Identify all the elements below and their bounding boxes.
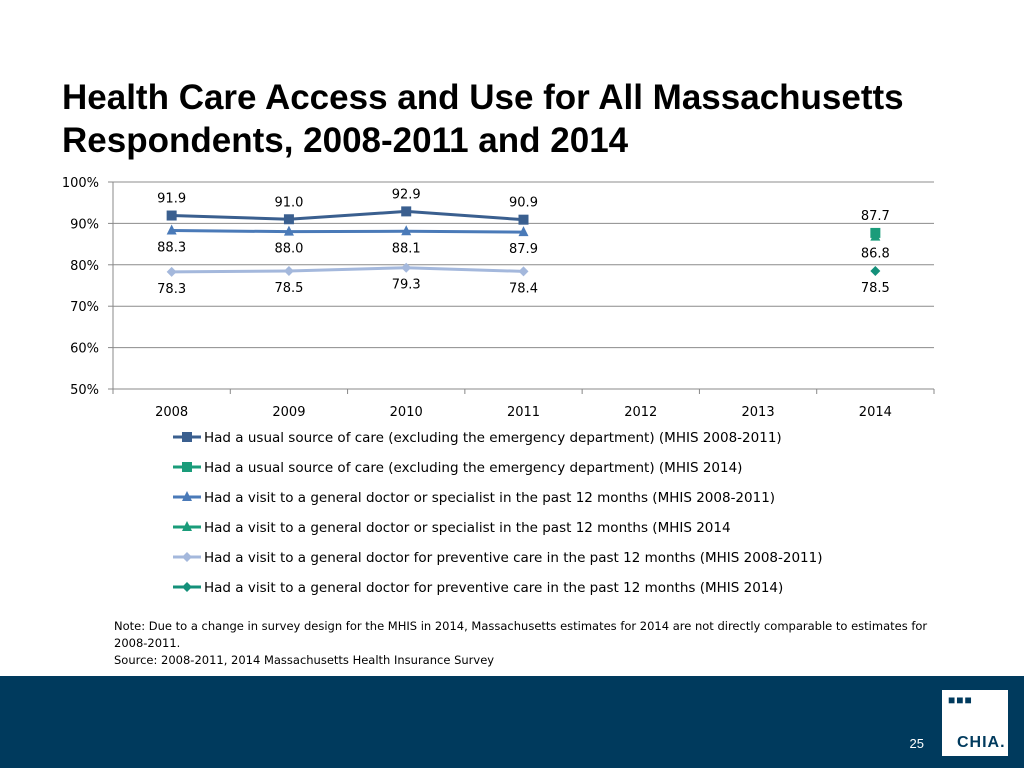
data-label: 78.4 [509, 281, 538, 296]
data-label: 91.9 [157, 192, 186, 207]
data-point-square [518, 214, 529, 225]
legend-label: Had a visit to a general doctor for prev… [204, 580, 783, 596]
x-tick-label: 2014 [859, 405, 892, 420]
data-point-triangle [870, 230, 881, 241]
y-tick-label: 80% [70, 259, 99, 274]
data-point-triangle [401, 225, 412, 236]
source-text: Source: 2008-2011, 2014 Massachusetts He… [114, 653, 495, 667]
data-label: 86.8 [861, 247, 890, 262]
logo-text: CHIA. [957, 734, 1006, 751]
data-point-square [401, 206, 412, 217]
data-point-diamond [283, 266, 294, 277]
data-point-square [166, 210, 177, 221]
data-label: 92.9 [392, 187, 421, 202]
data-point-triangle [518, 226, 529, 237]
y-tick-label: 70% [70, 300, 99, 315]
data-labels: 91.9 91.0 92.9 90.9 87.7 88.3 88.0 88.1 87.9 86.8… [157, 187, 890, 296]
chart-gridlines [108, 181, 935, 394]
legend-marker-square [182, 462, 192, 472]
data-label: 88.0 [274, 242, 303, 257]
data-label: 78.5 [274, 281, 303, 296]
data-label: 91.0 [274, 195, 303, 210]
chart-legend: Had a usual source of care (excluding th… [173, 430, 823, 596]
note-text: Note: Due to a change in survey design f… [114, 619, 928, 650]
data-point-diamond [401, 262, 412, 273]
y-tick-label: 60% [70, 342, 99, 357]
x-tick-label: 2008 [155, 405, 188, 420]
data-point-triangle [283, 225, 294, 236]
slide-title: Health Care Access and Use for All Massa… [62, 78, 904, 160]
data-label: 79.3 [392, 278, 421, 293]
data-point-triangle [166, 224, 177, 235]
data-point-diamond [870, 266, 881, 277]
legend-label: Had a visit to a general doctor or speci… [204, 490, 775, 506]
legend-marker-square [182, 432, 192, 442]
legend-marker-diamond [182, 552, 192, 562]
legend-marker-diamond [182, 582, 192, 592]
data-label: 90.9 [509, 196, 538, 211]
y-tick-label: 90% [70, 217, 99, 232]
line-chart: 50% 60% 70% 80% 90% 100% 2008 2009 2010 2011 2012… [62, 176, 935, 596]
data-label: 87.7 [861, 209, 890, 224]
data-point-diamond [518, 266, 529, 277]
data-point-diamond [166, 266, 177, 277]
series-line [171, 266, 524, 274]
data-label: 78.5 [861, 281, 890, 296]
legend-label: Had a visit to a general doctor or speci… [204, 520, 731, 536]
logo-dots: ■■■ [948, 693, 973, 707]
x-axis-ticks: 2008 2009 2010 2011 2012 2013 2014 [155, 405, 892, 420]
y-axis-ticks: 50% 60% 70% 80% 90% 100% [62, 176, 99, 398]
legend-label: Had a usual source of care (excluding th… [204, 430, 782, 446]
data-label: 87.9 [509, 242, 538, 257]
x-tick-label: 2010 [390, 405, 423, 420]
series-line [171, 228, 524, 234]
data-label: 88.1 [392, 241, 421, 256]
x-tick-label: 2011 [507, 405, 540, 420]
legend-marker-triangle [182, 521, 192, 531]
legend-label: Had a visit to a general doctor for prev… [204, 550, 823, 566]
page-number: 25 [909, 736, 924, 751]
chia-logo: ■■■ CHIA. [942, 690, 1008, 756]
chart-footnote: Note: Due to a change in survey design f… [114, 618, 944, 669]
x-tick-label: 2013 [742, 405, 775, 420]
data-label: 88.3 [157, 240, 186, 255]
y-tick-label: 50% [70, 383, 99, 398]
x-tick-label: 2012 [624, 405, 657, 420]
x-tick-label: 2009 [272, 405, 305, 420]
data-label: 78.3 [157, 282, 186, 297]
footer-bar: 25 [0, 676, 1024, 768]
series-line [171, 209, 524, 222]
legend-marker-triangle [182, 491, 192, 501]
legend-label: Had a usual source of care (excluding th… [204, 460, 742, 476]
y-tick-label: 100% [62, 176, 99, 191]
chart-series [166, 206, 881, 277]
data-point-square [283, 214, 294, 225]
